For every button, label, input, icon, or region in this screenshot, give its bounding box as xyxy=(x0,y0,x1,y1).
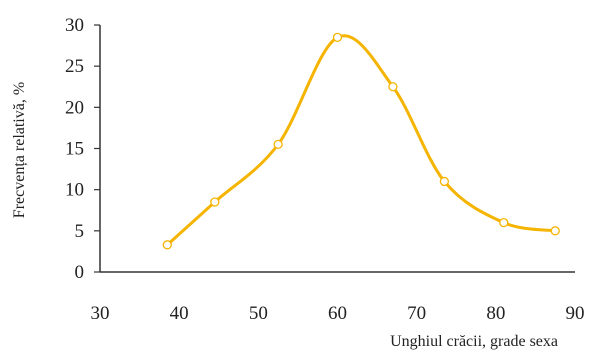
x-tick-label: 50 xyxy=(249,303,268,324)
data-point xyxy=(332,32,343,42)
x-tick-label: 30 xyxy=(91,303,110,324)
y-axis-title: Frecvența relativă, % xyxy=(11,82,28,218)
y-tick-label: 15 xyxy=(65,139,84,160)
data-point xyxy=(273,139,283,150)
x-axis-title: Unghiul crăcii, grade sexa xyxy=(390,333,558,350)
y-tick-label: 30 xyxy=(65,15,84,36)
data-point xyxy=(210,197,220,207)
x-tick-label: 80 xyxy=(486,303,505,324)
data-point xyxy=(550,226,560,236)
y-tick-label: 0 xyxy=(75,262,85,283)
x-tick-label: 90 xyxy=(566,303,585,324)
y-tick-label: 10 xyxy=(65,180,84,201)
series-group xyxy=(162,32,560,250)
data-point xyxy=(162,240,172,250)
y-tick-label: 25 xyxy=(65,56,84,77)
x-tick-label: 40 xyxy=(170,303,189,324)
x-axis-ticks: 30 40 50 60 70 80 90 xyxy=(91,303,585,324)
data-point xyxy=(439,176,450,187)
series-line xyxy=(166,34,556,246)
x-tick-label: 60 xyxy=(328,303,347,324)
data-point xyxy=(499,217,509,228)
y-tick-label: 5 xyxy=(75,221,85,242)
data-point xyxy=(388,82,398,92)
y-axis-ticks: 0 5 10 15 20 25 30 xyxy=(65,15,100,283)
x-tick-label: 70 xyxy=(407,303,426,324)
y-tick-label: 20 xyxy=(65,97,84,118)
